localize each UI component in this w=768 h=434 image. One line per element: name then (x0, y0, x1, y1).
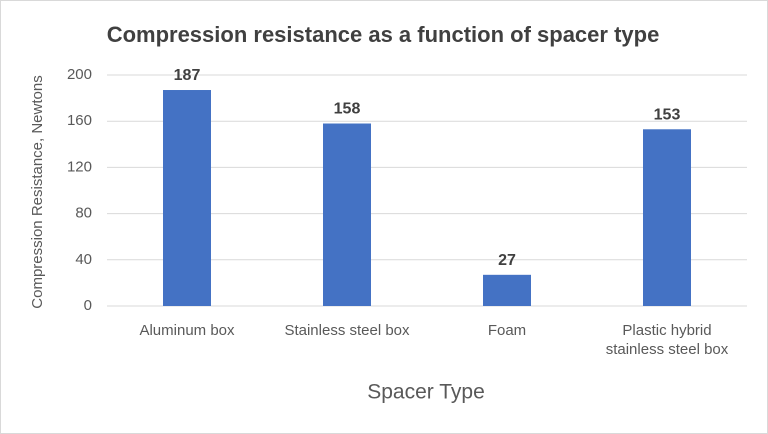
y-axis-title: Compression Resistance, Newtons (29, 75, 46, 308)
x-tick-label: Plastic hybrid stainless steel box (605, 322, 729, 358)
y-tick-label: 160 (67, 112, 92, 129)
y-tick-label: 80 (75, 205, 92, 222)
x-tick-label: Stainless steel box (284, 322, 410, 339)
x-tick-label: Foam (487, 322, 527, 339)
x-tick-label: Aluminum box (139, 322, 235, 339)
y-tick-label: 120 (67, 158, 92, 175)
data-label: 153 (654, 107, 681, 124)
y-tick-label: 0 (84, 297, 92, 314)
x-axis-title: Spacer Type (367, 381, 485, 404)
bar (163, 90, 211, 306)
data-label: 27 (498, 252, 516, 269)
bar (483, 274, 531, 306)
bar (323, 123, 371, 306)
bar (643, 129, 691, 306)
y-tick-label: 40 (75, 251, 92, 268)
y-tick-label: 200 (67, 66, 92, 83)
chart-title: Compression resistance as a function of … (107, 22, 660, 47)
data-label: 187 (174, 67, 201, 84)
data-label: 158 (334, 101, 361, 118)
